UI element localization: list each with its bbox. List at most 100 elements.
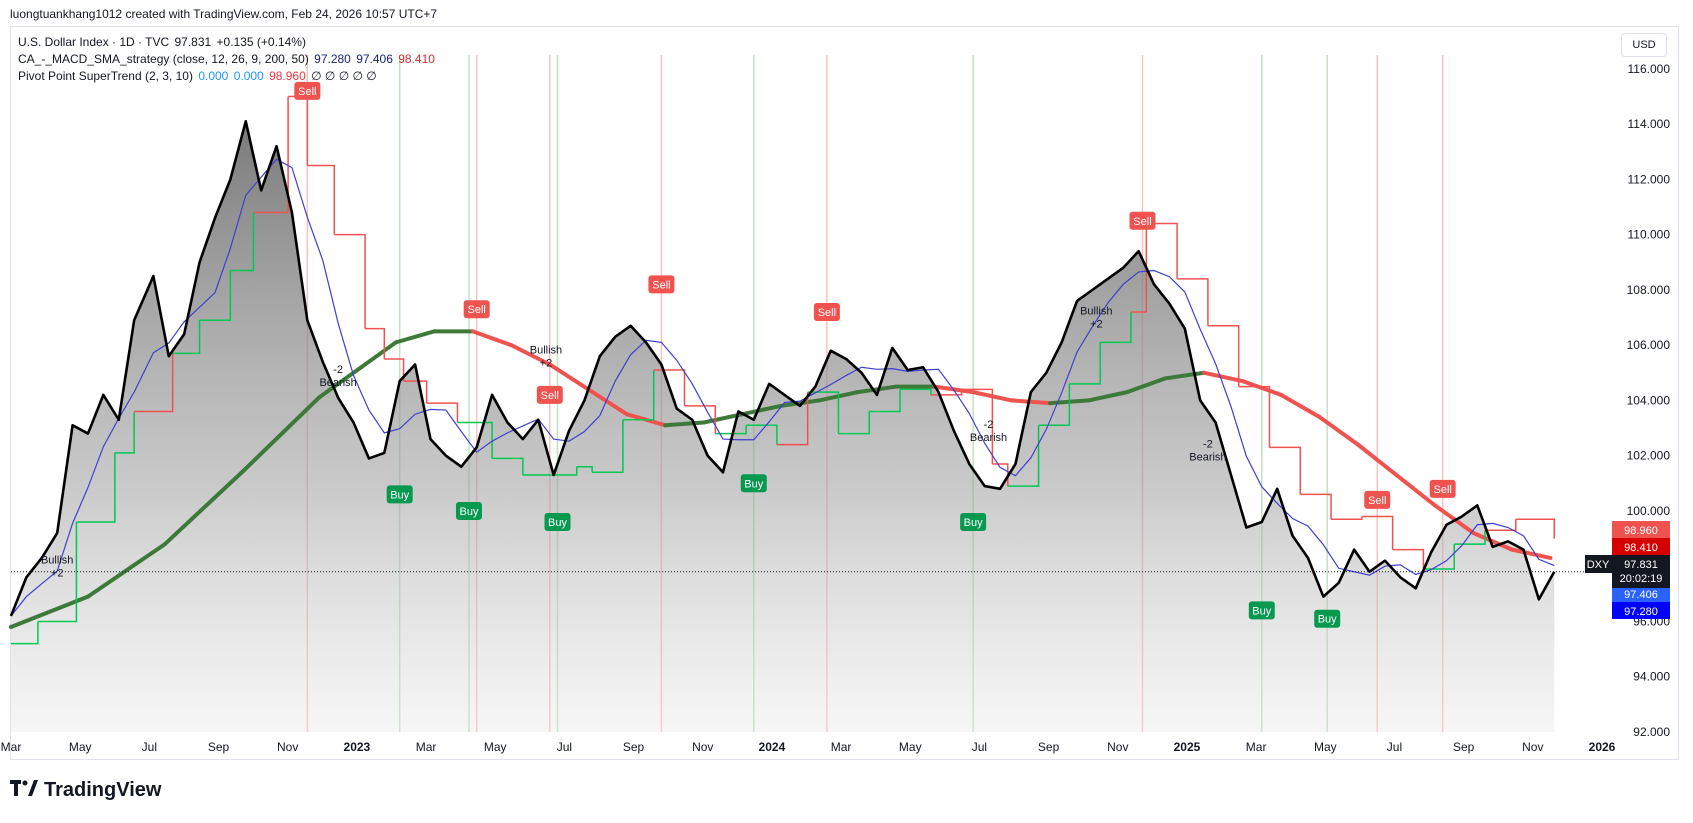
price-axis-label-text: 97.406 bbox=[1624, 589, 1658, 601]
signal-tag-box bbox=[960, 512, 987, 531]
signal-tag-box bbox=[455, 501, 482, 520]
x-tick-label: Mar bbox=[831, 740, 852, 754]
price-axis-label-bg bbox=[1612, 538, 1670, 555]
x-tick-label: Nov bbox=[277, 740, 298, 754]
signal-tag-text: Sell bbox=[1368, 495, 1386, 507]
sma200-segment-2 bbox=[85, 542, 167, 599]
signal-tag-sell: Sell bbox=[536, 385, 563, 404]
price-line bbox=[9, 120, 1556, 617]
x-tick-label: Sep bbox=[623, 740, 645, 754]
price-axis-label-bg bbox=[1612, 521, 1670, 538]
symbol-tag-bg bbox=[1585, 555, 1612, 573]
legend-macd-name: CA_-_MACD_SMA_strategy (close, 12, 26, 9… bbox=[18, 52, 309, 66]
price-axis-label-text: 98.410 bbox=[1624, 542, 1658, 554]
current-price-text: 97.831 bbox=[1624, 559, 1658, 571]
supertrend-step-25 bbox=[684, 405, 717, 434]
x-tick-label: May bbox=[1314, 740, 1337, 754]
signal-tag-text: Buy bbox=[744, 478, 763, 490]
signal-tag-box bbox=[1248, 601, 1275, 620]
sma200-segment-32 bbox=[1394, 473, 1437, 508]
supertrend-step-9 bbox=[253, 96, 289, 214]
x-tick-label: 2025 bbox=[1174, 740, 1201, 754]
sma200-segment-14 bbox=[701, 412, 745, 425]
x-tick-label: Jul bbox=[1387, 740, 1402, 754]
sma200-segment-9 bbox=[509, 343, 552, 367]
sma200-segment-5 bbox=[316, 340, 398, 400]
signal-tag-buy: Buy bbox=[455, 501, 482, 520]
legend-supertrend-v2: 0.000 bbox=[233, 69, 264, 83]
supertrend-step-5 bbox=[134, 353, 174, 413]
currency-selector[interactable]: USD bbox=[1621, 33, 1667, 57]
tradingview-logo[interactable]: TradingView bbox=[10, 779, 161, 802]
supertrend-step-15 bbox=[403, 380, 428, 404]
x-tick-label: Nov bbox=[692, 740, 713, 754]
x-tick-label: Sep bbox=[1453, 740, 1475, 754]
x-tick-label: 2024 bbox=[759, 740, 786, 754]
x-tick-label: Mar bbox=[1246, 740, 1267, 754]
supertrend-step-53 bbox=[1515, 518, 1556, 539]
legend-supertrend-row[interactable]: Pivot Point SuperTrend (2, 3, 10) 0.000 … bbox=[18, 68, 437, 85]
supertrend-step-7 bbox=[199, 270, 232, 322]
signal-tag-buy: Buy bbox=[386, 485, 413, 504]
supertrend-step-11 bbox=[307, 164, 336, 235]
legend-symbol-change: +0.135 (+0.14%) bbox=[216, 35, 306, 49]
price-axis-label-text: 98.960 bbox=[1624, 525, 1658, 537]
price-area bbox=[11, 121, 1555, 733]
sma200-segment-34 bbox=[1471, 531, 1514, 552]
x-tick-label: May bbox=[69, 740, 92, 754]
signal-tag-buy: Buy bbox=[544, 512, 571, 531]
signal-tag-box bbox=[463, 300, 490, 319]
supertrend-step-34 bbox=[961, 388, 994, 464]
signal-tag-sell: Sell bbox=[813, 302, 840, 321]
legend-supertrend-v1: 0.000 bbox=[198, 69, 229, 83]
signal-tag-text: Buy bbox=[548, 517, 567, 529]
supertrend-step-45 bbox=[1269, 446, 1302, 495]
supertrend-step-22 bbox=[592, 419, 624, 474]
legend-symbol-row[interactable]: U.S. Dollar Index · 1D · TVC 97.831 +0.1… bbox=[18, 34, 437, 51]
signal-tag-sell: Sell bbox=[294, 81, 321, 100]
legend-symbol-name: U.S. Dollar Index · 1D · TVC bbox=[18, 35, 170, 49]
supertrend-step-39 bbox=[1100, 311, 1132, 344]
sma200-segment-13 bbox=[663, 420, 706, 428]
signal-tag-box bbox=[544, 512, 571, 531]
signal-tag-text: Buy bbox=[459, 506, 478, 518]
signal-tag-buy: Buy bbox=[740, 474, 767, 493]
signal-tag-sell: Sell bbox=[463, 300, 490, 319]
supertrend-step-48 bbox=[1361, 515, 1394, 550]
trend-annotation: Bullish+2 bbox=[1080, 306, 1112, 331]
supertrend-step-47 bbox=[1331, 516, 1363, 520]
fast-ma-line bbox=[10, 158, 1555, 617]
signal-tag-text: Buy bbox=[1318, 614, 1337, 626]
price-axis-label: 97.406 bbox=[1612, 585, 1670, 602]
signal-tag-sell: Sell bbox=[648, 275, 675, 294]
supertrend-step-8 bbox=[230, 212, 255, 272]
sma200-segment-4 bbox=[239, 395, 321, 475]
current-price-bg bbox=[1612, 555, 1670, 588]
signal-tag-box bbox=[536, 385, 563, 404]
supertrend-step-16 bbox=[426, 402, 459, 423]
x-tick-label: Nov bbox=[1107, 740, 1128, 754]
annotation-sub: +2 bbox=[51, 567, 64, 579]
legend-macd-v1: 97.280 bbox=[314, 52, 351, 66]
sma200-segment-16 bbox=[778, 398, 822, 408]
signal-tag-text: Buy bbox=[390, 489, 409, 501]
supertrend-step-26 bbox=[715, 425, 747, 435]
signal-tag-text: Buy bbox=[1252, 605, 1271, 617]
price-axis-label-bg bbox=[1612, 602, 1670, 619]
current-price-label: DXY 97.831 20:02:19 bbox=[1585, 555, 1670, 588]
legend-supertrend-v3: 98.960 bbox=[269, 69, 306, 83]
signal-tag-text: Sell bbox=[298, 86, 316, 98]
chart-frame bbox=[10, 26, 1679, 760]
x-tick-label: 2026 bbox=[1589, 740, 1616, 754]
legend-macd-row[interactable]: CA_-_MACD_SMA_strategy (close, 12, 26, 9… bbox=[18, 51, 437, 68]
annotation-sub: +2 bbox=[1090, 319, 1103, 331]
chart-credit: luongtuankhang1012 created with TradingV… bbox=[10, 7, 438, 21]
price-axis-label: 98.410 bbox=[1612, 538, 1670, 555]
annotation-sub: Bearish bbox=[970, 432, 1007, 444]
legend-supertrend-v4: ∅ ∅ ∅ ∅ ∅ bbox=[311, 69, 377, 83]
sma200-segment-26 bbox=[1163, 370, 1207, 381]
y-tick-label: 106.000 bbox=[1627, 338, 1671, 352]
